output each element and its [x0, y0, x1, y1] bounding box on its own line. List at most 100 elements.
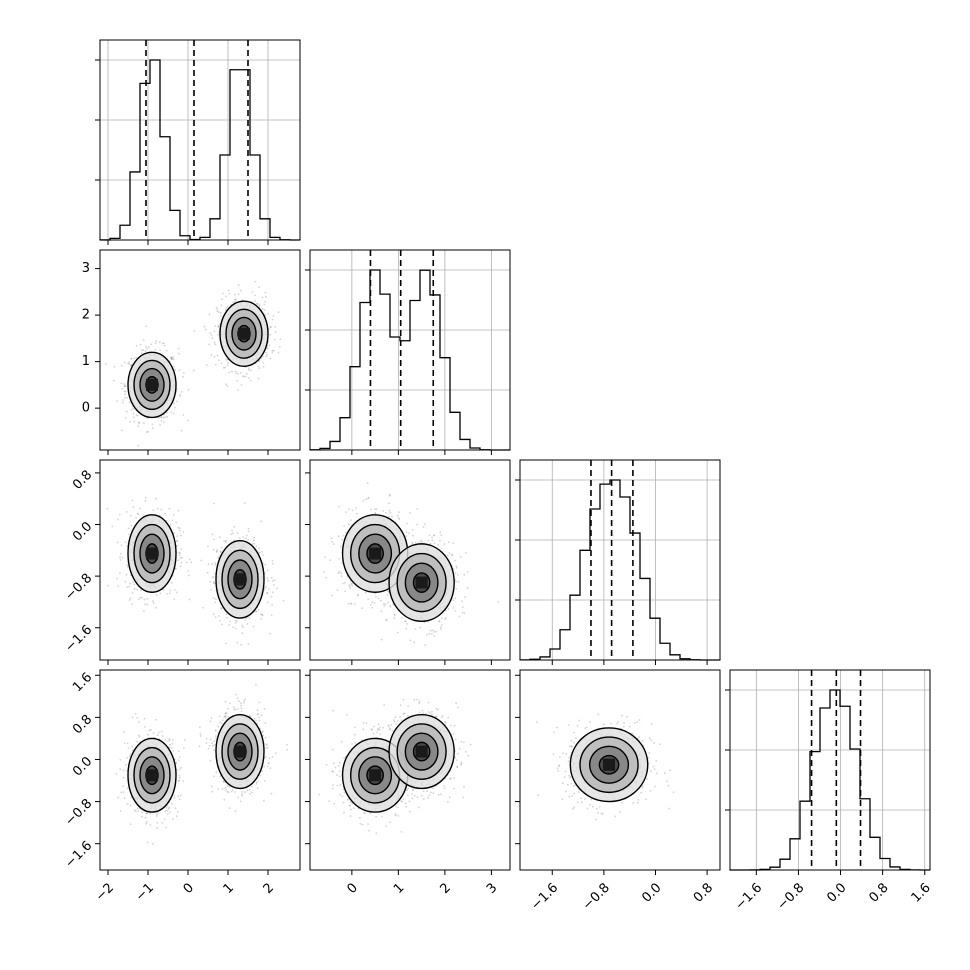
scatter-point: [429, 542, 432, 545]
scatter-point: [254, 300, 256, 302]
scatter-point: [137, 810, 140, 813]
scatter-point: [134, 810, 137, 812]
scatter-point: [416, 523, 418, 526]
scatter-point: [269, 767, 272, 770]
scatter-point: [213, 355, 216, 358]
scatter-point: [338, 570, 341, 573]
scatter-point: [144, 603, 147, 606]
scatter-point: [178, 779, 181, 782]
scatter-point: [144, 726, 146, 728]
scatter-point: [211, 533, 214, 536]
scatter-point: [271, 603, 273, 606]
scatter-point: [258, 360, 260, 363]
scatter-point: [170, 411, 173, 414]
scatter-point: [163, 344, 166, 347]
scatter-point: [145, 822, 148, 825]
scatter-point: [348, 508, 350, 510]
scatter-point: [451, 554, 453, 557]
pair-frame-1_0: [99, 249, 301, 451]
scatter-point: [225, 306, 228, 309]
scatter-point: [175, 761, 178, 764]
scatter-point: [214, 601, 217, 604]
scatter-point: [221, 623, 223, 626]
scatter-point: [269, 333, 272, 336]
scatter-point: [131, 603, 134, 606]
scatter-point: [369, 603, 372, 606]
scatter-point: [139, 596, 141, 599]
scatter-point: [174, 567, 177, 570]
scatter-point: [182, 780, 185, 782]
scatter-point: [344, 590, 346, 593]
scatter-point: [339, 545, 342, 548]
scatter-point: [125, 763, 127, 766]
scatter-point: [124, 417, 127, 419]
scatter-point: [440, 624, 443, 626]
scatter-point: [205, 364, 208, 366]
scatter-point: [132, 581, 135, 584]
scatter-point: [209, 580, 212, 583]
scatter-point: [263, 589, 266, 591]
scatter-point: [136, 512, 139, 515]
scatter-point: [138, 421, 141, 424]
scatter-point: [214, 564, 217, 566]
scatter-point: [448, 552, 451, 554]
scatter-point: [458, 615, 461, 618]
scatter-point: [251, 543, 254, 545]
scatter-point: [130, 357, 133, 360]
scatter-point: [213, 502, 215, 505]
scatter-point: [461, 611, 464, 614]
scatter-point: [286, 743, 288, 746]
scatter-point: [221, 298, 223, 301]
hist-line-1: [309, 269, 511, 451]
scatter-point: [188, 598, 191, 601]
scatter-point: [133, 420, 136, 423]
scatter-point: [128, 585, 131, 588]
scatter-point: [424, 523, 426, 526]
scatter-point: [165, 349, 168, 352]
scatter-point: [221, 788, 224, 790]
scatter-point: [259, 774, 262, 777]
scatter-point: [193, 330, 196, 332]
scatter-point: [177, 526, 180, 529]
scatter-point: [126, 787, 129, 790]
scatter-point: [123, 383, 126, 386]
scatter-point: [250, 369, 252, 371]
scatter-point: [122, 785, 125, 787]
scatter-point: [256, 303, 258, 305]
scatter-point: [105, 363, 107, 366]
scatter-point: [178, 750, 180, 752]
scatter-point: [209, 759, 212, 762]
scatter-point: [234, 370, 237, 373]
scatter-point: [218, 715, 221, 718]
hist-panel-2: [515, 459, 721, 665]
scatter-point: [428, 632, 431, 635]
scatter-point: [192, 369, 195, 372]
scatter-point: [274, 331, 277, 333]
scatter-point: [433, 631, 436, 633]
scatter-point: [226, 364, 229, 367]
scatter-point: [180, 561, 183, 564]
scatter-point: [156, 827, 159, 830]
scatter-point: [154, 342, 157, 344]
scatter-point: [260, 617, 263, 620]
scatter-point: [413, 641, 416, 644]
scatter-point: [135, 516, 137, 519]
scatter-point: [230, 533, 233, 536]
scatter-point: [396, 514, 399, 517]
scatter-point: [146, 598, 149, 600]
scatter-point: [166, 809, 169, 812]
scatter-point: [121, 401, 124, 404]
scatter-point: [140, 589, 142, 592]
scatter-point: [433, 635, 436, 637]
scatter-point: [218, 615, 221, 617]
scatter-point: [431, 539, 434, 542]
scatter-point: [134, 712, 137, 715]
scatter-point: [263, 707, 266, 710]
scatter-point: [147, 733, 150, 736]
scatter-point: [178, 552, 181, 554]
scatter-point: [149, 812, 152, 815]
scatter-point: [132, 506, 135, 508]
scatter-point: [268, 344, 271, 347]
scatter-point: [270, 595, 273, 598]
scatter-point: [217, 556, 220, 559]
